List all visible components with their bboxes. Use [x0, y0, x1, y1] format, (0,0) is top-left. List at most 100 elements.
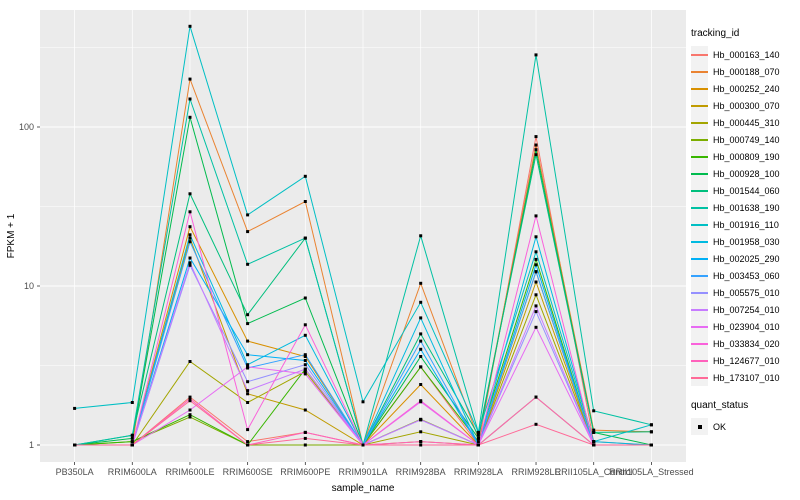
- legend-items-tracking-id: Hb_000163_140 Hb_000188_070 Hb_000252_240 H…: [691, 46, 799, 386]
- data-point: [476, 430, 480, 434]
- legend-item-label: Hb_000163_140: [713, 49, 780, 60]
- data-point: [592, 428, 596, 432]
- data-point: [246, 401, 250, 404]
- x-tick-label: RRIM928BA: [396, 467, 446, 477]
- legend-item-label: Hb_000252_240: [713, 83, 780, 94]
- data-point: [303, 372, 307, 376]
- data-point: [188, 256, 192, 260]
- data-point: [476, 440, 480, 444]
- data-point: [188, 395, 192, 399]
- data-point: [246, 443, 250, 447]
- legend-line-icon: [691, 70, 708, 73]
- x-tick-label: RRII105LA_Stressed: [609, 467, 694, 477]
- legend-item-label: Hb_000188_070: [713, 66, 780, 77]
- data-point: [188, 413, 192, 417]
- legend-item: Hb_023904_010: [691, 318, 799, 335]
- data-point: [246, 389, 250, 393]
- legend-line-icon: [691, 257, 708, 260]
- data-point: [73, 443, 77, 447]
- legend-item-label: Hb_003453_060: [713, 270, 780, 281]
- legend-key-swatch: [691, 369, 708, 386]
- legend-item-label: Hb_000445_310: [713, 117, 780, 128]
- data-point: [534, 422, 538, 426]
- data-point: [419, 399, 423, 403]
- data-point: [246, 322, 250, 326]
- legend-key-swatch: [691, 80, 708, 97]
- data-point: [419, 332, 423, 336]
- legend-line-icon: [691, 104, 708, 107]
- legend-key-swatch: [691, 131, 708, 148]
- data-point: [246, 440, 250, 444]
- legend-key-swatch: [691, 148, 708, 165]
- legend-key-swatch: [691, 233, 708, 250]
- data-point: [476, 443, 480, 447]
- data-point: [303, 323, 307, 327]
- data-point: [534, 395, 538, 399]
- legend-item-label: Hb_001958_030: [713, 236, 780, 247]
- legend-key-swatch: [691, 63, 708, 80]
- legend-item: Hb_033834_020: [691, 335, 799, 352]
- data-point: [303, 236, 307, 240]
- legend-line-icon: [691, 308, 708, 311]
- y-tick-label: 10: [24, 281, 34, 291]
- data-point: [534, 257, 538, 261]
- legend-line-icon: [691, 359, 708, 362]
- data-point: [188, 399, 192, 403]
- legend-item: Hb_002025_290: [691, 250, 799, 267]
- legend-item-label: Hb_124677_010: [713, 355, 780, 366]
- legend-key-swatch: [691, 165, 708, 182]
- legend-line-icon: [691, 138, 708, 141]
- data-point: [592, 440, 596, 444]
- legend-item: Hb_001544_060: [691, 182, 799, 199]
- x-axis-title: sample_name: [331, 483, 395, 494]
- legend-item: Hb_007254_010: [691, 301, 799, 318]
- data-point: [246, 380, 250, 384]
- x-tick-labels: PB350LA RRIM600LA RRIM600LE RRIM600SE RRIM60…: [56, 467, 694, 477]
- legend-item: Hb_001916_110: [691, 216, 799, 233]
- data-point: [188, 233, 192, 237]
- y-axis-title: FPKM + 1: [6, 213, 17, 259]
- legend-item: Hb_001958_030: [691, 233, 799, 250]
- data-point: [476, 436, 480, 440]
- data-point: [534, 304, 538, 308]
- data-point: [592, 409, 596, 413]
- data-point: [419, 339, 423, 343]
- legend-item: Hb_173107_010: [691, 369, 799, 386]
- data-point: [303, 333, 307, 337]
- axis-ticks: [37, 126, 652, 465]
- legend-key-swatch: [691, 284, 708, 301]
- legend-line-icon: [691, 376, 708, 379]
- legend-item: Hb_000252_240: [691, 80, 799, 97]
- data-point: [303, 367, 307, 371]
- legend-line-icon: [691, 155, 708, 158]
- y-tick-labels: 1 10 100: [19, 122, 34, 450]
- legend-square-point-icon: [697, 424, 702, 429]
- data-point: [361, 443, 365, 447]
- legend-item: Hb_124677_010: [691, 352, 799, 369]
- data-point: [246, 230, 250, 234]
- legend-items-quant-status: OK: [691, 418, 799, 435]
- legend-item: Hb_000928_100: [691, 165, 799, 182]
- legend-key-swatch: [691, 418, 708, 435]
- legend-line-icon: [691, 87, 708, 90]
- data-point: [303, 408, 307, 412]
- data-point: [246, 339, 250, 343]
- x-tick-label: PB350LA: [56, 467, 94, 477]
- data-point: [188, 77, 192, 81]
- legend-item-label: Hb_005575_010: [713, 287, 780, 298]
- legend-item-label: Hb_000300_070: [713, 100, 780, 111]
- legend-line-icon: [691, 189, 708, 192]
- legend-item-label: Hb_023904_010: [713, 321, 780, 332]
- data-point: [303, 443, 307, 447]
- legend-key-swatch: [691, 182, 708, 199]
- legend-item-label: OK: [713, 421, 727, 432]
- legend-key-swatch: [691, 199, 708, 216]
- data-point: [188, 236, 192, 240]
- legend-key-swatch: [691, 46, 708, 63]
- data-point: [130, 443, 134, 447]
- legend-line-icon: [691, 223, 708, 226]
- legend-line-icon: [691, 121, 708, 124]
- data-point: [188, 263, 192, 267]
- data-point: [534, 293, 538, 297]
- legend-line-icon: [691, 274, 708, 277]
